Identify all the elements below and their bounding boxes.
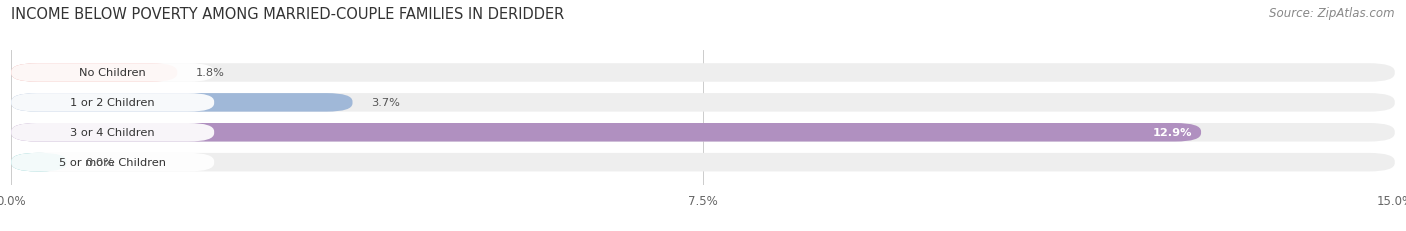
FancyBboxPatch shape: [11, 153, 1395, 172]
Text: 3.7%: 3.7%: [371, 98, 399, 108]
FancyBboxPatch shape: [11, 123, 1395, 142]
Text: 12.9%: 12.9%: [1153, 128, 1192, 138]
Text: No Children: No Children: [79, 68, 146, 78]
Text: 5 or more Children: 5 or more Children: [59, 158, 166, 167]
FancyBboxPatch shape: [11, 64, 214, 82]
FancyBboxPatch shape: [11, 64, 177, 82]
Text: 3 or 4 Children: 3 or 4 Children: [70, 128, 155, 138]
Text: 1.8%: 1.8%: [195, 68, 225, 78]
FancyBboxPatch shape: [11, 123, 214, 142]
FancyBboxPatch shape: [11, 94, 353, 112]
Text: INCOME BELOW POVERTY AMONG MARRIED-COUPLE FAMILIES IN DERIDDER: INCOME BELOW POVERTY AMONG MARRIED-COUPL…: [11, 7, 564, 22]
FancyBboxPatch shape: [11, 153, 66, 172]
FancyBboxPatch shape: [11, 64, 1395, 82]
FancyBboxPatch shape: [11, 94, 214, 112]
FancyBboxPatch shape: [11, 153, 214, 172]
FancyBboxPatch shape: [11, 94, 1395, 112]
FancyBboxPatch shape: [11, 123, 1201, 142]
Text: Source: ZipAtlas.com: Source: ZipAtlas.com: [1270, 7, 1395, 20]
Text: 1 or 2 Children: 1 or 2 Children: [70, 98, 155, 108]
Text: 0.0%: 0.0%: [84, 158, 114, 167]
